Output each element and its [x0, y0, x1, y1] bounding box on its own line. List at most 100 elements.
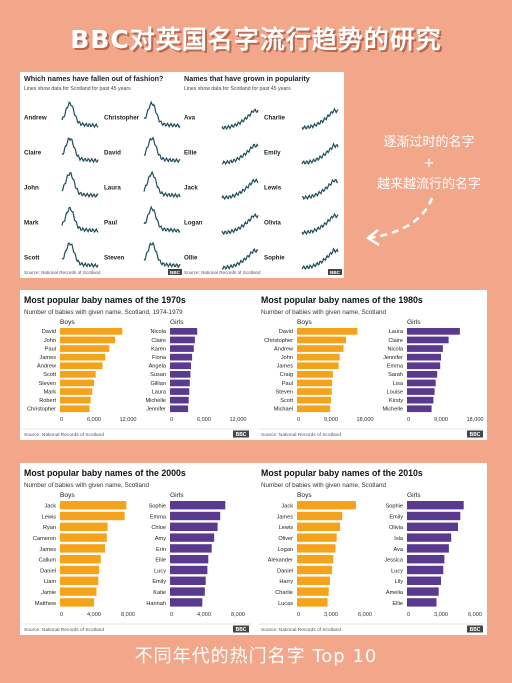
- bar-label: Lisa: [393, 381, 404, 387]
- bar-label: Amy: [155, 536, 166, 542]
- bbc-logo-box: [467, 625, 483, 633]
- trend-sparkline: [221, 212, 259, 236]
- bar: [407, 511, 461, 521]
- tick-label: 0: [170, 612, 173, 618]
- trend-sparkline: [61, 206, 99, 234]
- bar-label: Daniel: [40, 568, 56, 574]
- bar-label: David: [279, 329, 293, 335]
- bar-label: Olivia: [389, 525, 404, 531]
- trend-sparkline: [301, 142, 339, 165]
- bbc-logo: BBC: [236, 627, 247, 633]
- bar-label: Ellie: [155, 558, 166, 564]
- bar-label: Isla: [394, 536, 404, 542]
- trend-name-label: Sophie: [264, 255, 285, 262]
- trend-name-label: Paul: [104, 220, 117, 227]
- bar: [297, 587, 329, 596]
- bar: [170, 345, 194, 352]
- bar: [297, 544, 336, 553]
- bar-label: Paul: [45, 346, 56, 352]
- tick-label: 18,000: [356, 417, 373, 423]
- bar-label: James: [277, 514, 294, 520]
- annotation-text: 逐渐过时的名字 + 越来越流行的名字: [350, 132, 508, 195]
- bar-label: Nicola: [150, 329, 166, 335]
- trend-right-subtitle: Lines show data for Scotland for past 45…: [184, 86, 291, 92]
- bar: [297, 565, 333, 575]
- bar: [297, 555, 334, 564]
- trend-name-label: Jack: [184, 185, 198, 192]
- bar: [170, 353, 193, 361]
- tick-label: 0: [170, 417, 173, 423]
- series-label: Boys: [60, 319, 75, 326]
- bar: [170, 576, 206, 585]
- bar-label: Susan: [150, 372, 166, 378]
- bar-label: Sarah: [388, 372, 403, 378]
- bar: [407, 328, 460, 335]
- bar: [170, 405, 189, 413]
- bar-label: Lily: [395, 579, 404, 585]
- chart-1980s: Most popular baby names of the 1980s Numb…: [259, 295, 485, 438]
- series-label: Girls: [170, 492, 184, 499]
- bbc-logo: BBC: [470, 627, 481, 633]
- chart-1970s: Most popular baby names of the 1970s Numb…: [22, 295, 251, 438]
- trend-sparkline: [61, 172, 99, 199]
- bar-label: Michelle: [145, 398, 166, 404]
- bbc-logo-box: [467, 430, 483, 438]
- bar-label: Steven: [39, 381, 56, 387]
- bar: [297, 379, 333, 387]
- bar-label: James: [277, 364, 294, 370]
- bar: [297, 405, 331, 413]
- bar-label: John: [44, 338, 56, 344]
- trend-name-label: Lewis: [264, 185, 282, 192]
- chart-source: Source: National Records of Scotland: [24, 432, 104, 438]
- series-label: Girls: [407, 319, 421, 326]
- trend-sparkline: [221, 248, 259, 270]
- tick-label: 3,000: [324, 612, 338, 618]
- tick-label: 12,000: [229, 417, 246, 423]
- bar: [407, 587, 439, 596]
- bar-label: Paul: [282, 381, 293, 387]
- bar-label: Lucy: [391, 568, 403, 574]
- bar-label: James: [40, 355, 57, 361]
- bar-label: Jennifer: [146, 407, 166, 413]
- tick-label: 6,000: [197, 417, 211, 423]
- trend-name-label: Mark: [24, 220, 39, 227]
- bar: [170, 587, 205, 596]
- trend-left-title: Which names have fallen out of fashion?: [24, 74, 163, 83]
- tick-label: 18,000: [466, 417, 483, 423]
- bar: [60, 388, 93, 395]
- bar: [170, 362, 191, 370]
- tick-label: 0: [297, 612, 300, 618]
- trend-sparkline: [61, 101, 99, 129]
- chart-2010s: Most popular baby names of the 2010s Numb…: [259, 468, 485, 633]
- trend-name-label: Emily: [264, 150, 281, 157]
- bar: [297, 362, 339, 370]
- bar: [297, 522, 341, 531]
- bar: [407, 336, 449, 344]
- bar: [170, 565, 208, 575]
- trend-name-label: Olivia: [264, 220, 281, 227]
- bar: [297, 598, 328, 607]
- bar: [170, 533, 215, 542]
- bar-label: Sophie: [149, 504, 166, 510]
- tick-label: 8,000: [121, 612, 135, 618]
- bar-label: Andrew: [37, 364, 57, 370]
- bbc-logo: BBC: [236, 432, 247, 438]
- tick-label: 0: [60, 612, 63, 618]
- chart-title: Most popular baby names of the 1970s: [24, 295, 186, 305]
- bar-label: Lewis: [279, 525, 294, 531]
- trend-sparkline: [221, 143, 259, 166]
- bar-label: John: [281, 355, 293, 361]
- bar: [170, 396, 189, 404]
- bar: [407, 396, 434, 404]
- bar-label: Jamie: [41, 590, 56, 596]
- bar: [407, 555, 445, 564]
- trend-source-left: Source: National Records of Scotland: [24, 270, 101, 275]
- tick-label: 0: [60, 417, 63, 423]
- bar-label: Daniel: [277, 568, 293, 574]
- bar: [297, 353, 340, 361]
- trend-sparkline: [301, 107, 339, 131]
- bar-label: Katie: [153, 590, 166, 596]
- bar-label: Chloe: [151, 525, 166, 531]
- bar-label: Erin: [156, 547, 166, 553]
- chart-source: Source: National Records of Scotland: [24, 627, 104, 633]
